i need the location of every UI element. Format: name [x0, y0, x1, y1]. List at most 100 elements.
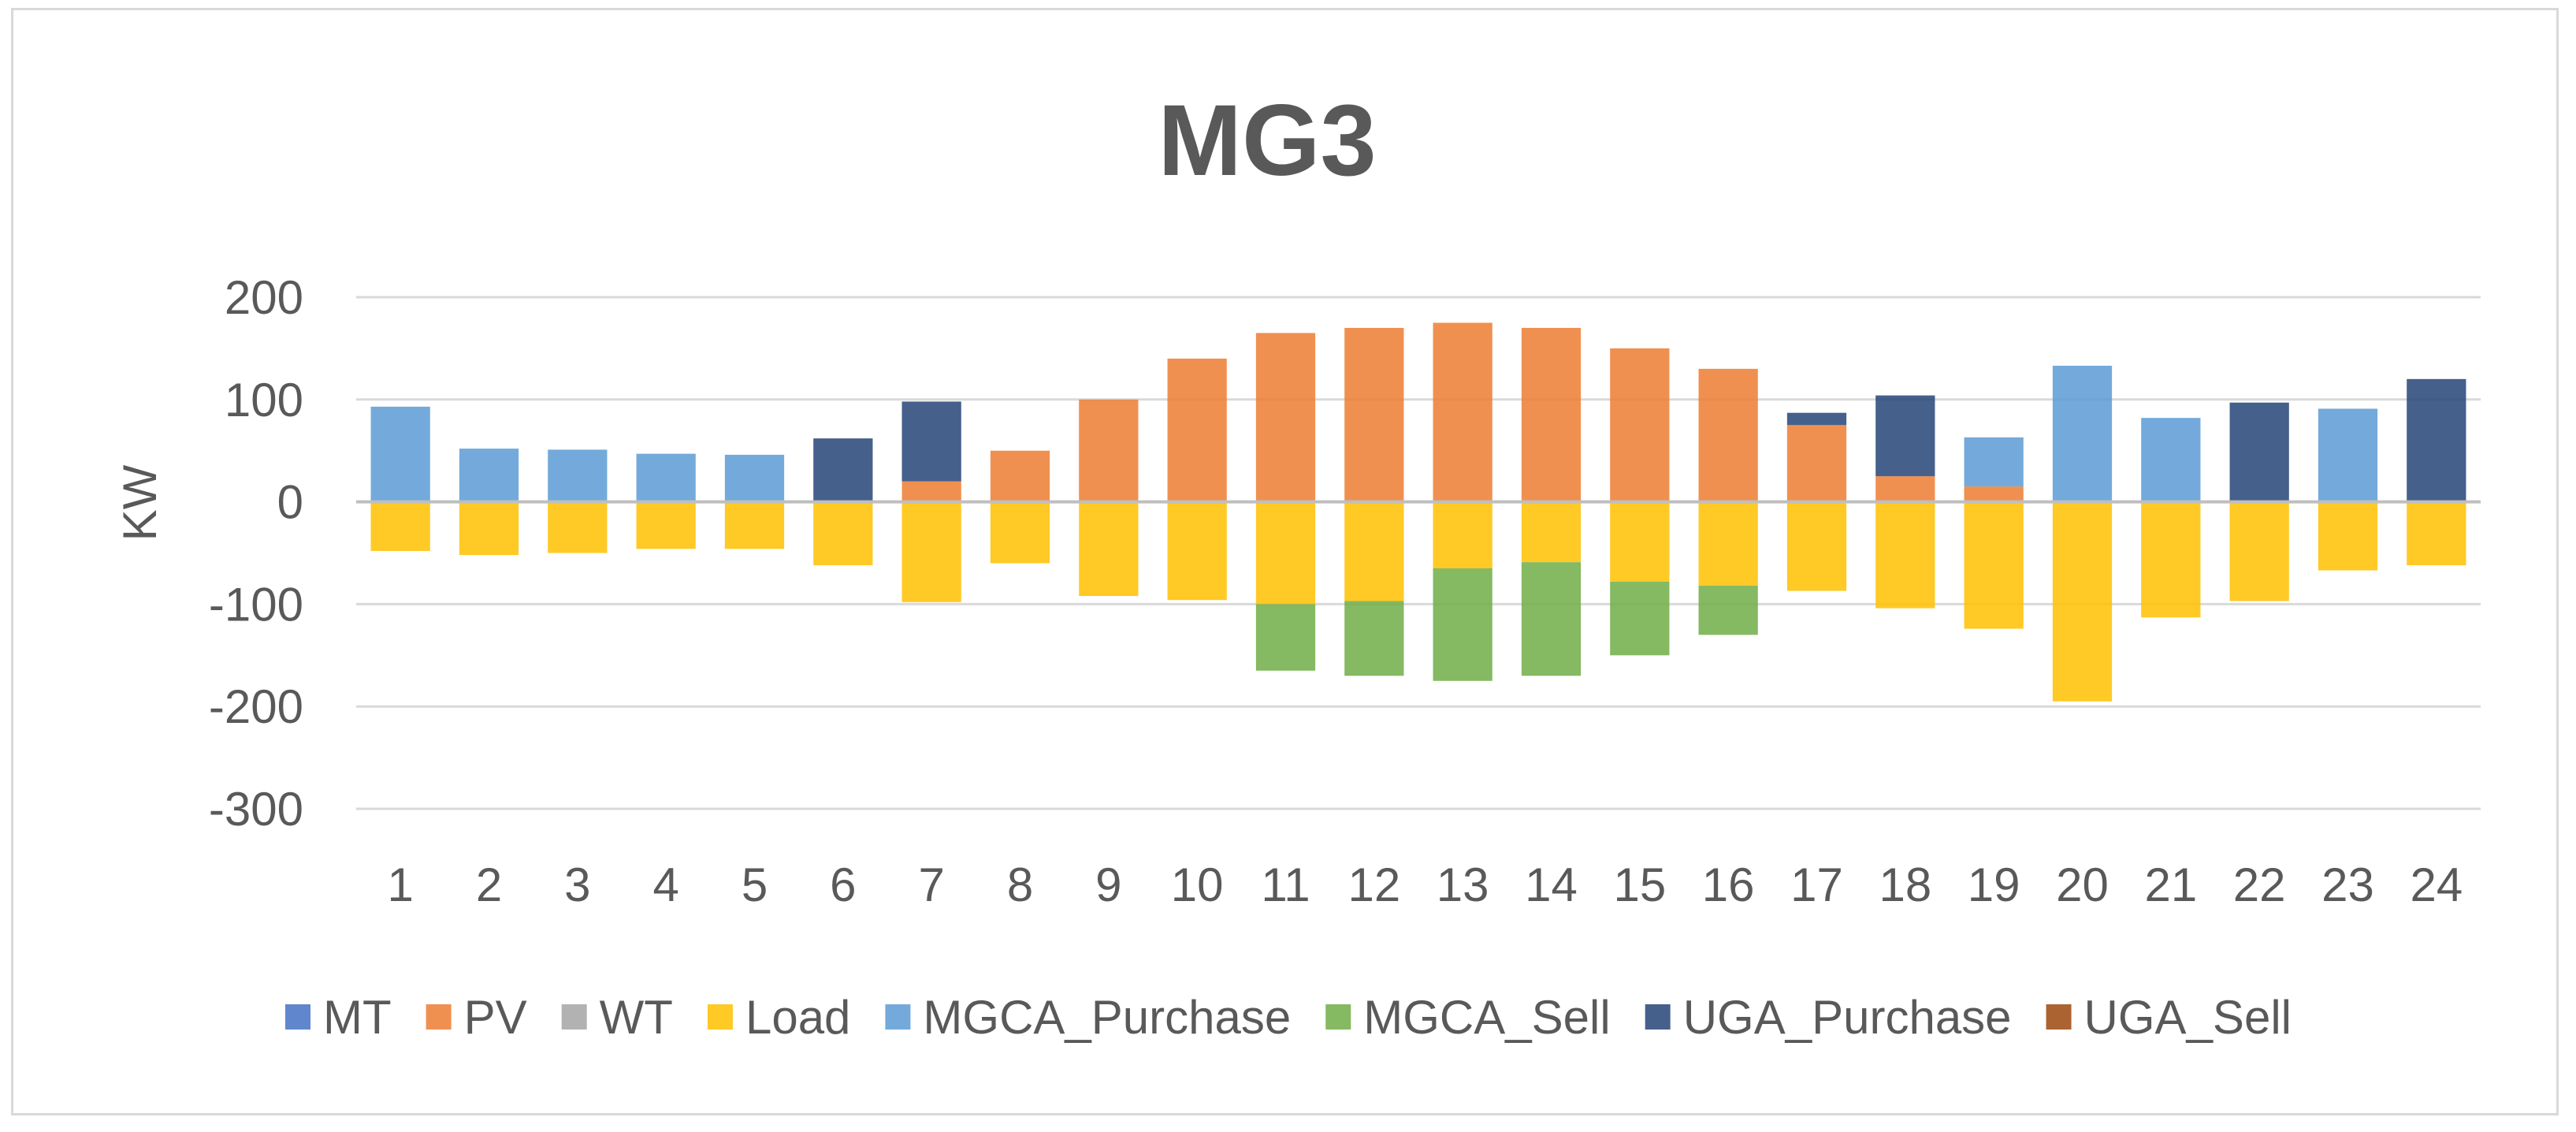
x-tick-label: 13 — [1437, 858, 1489, 911]
y-tick-label: -300 — [209, 783, 303, 836]
legend-swatch — [1645, 1004, 1671, 1030]
bar-mgca-purchase-3 — [548, 449, 608, 502]
legend-swatch — [2046, 1004, 2072, 1030]
y-tick-label: -100 — [209, 578, 303, 631]
legend-label: PV — [464, 991, 527, 1044]
chart-title: MG3 — [1158, 84, 1376, 197]
bar-load-1 — [370, 501, 430, 551]
legend-label: UGA_Purchase — [1683, 991, 2012, 1044]
bar-mgca-sell-11 — [1255, 604, 1316, 671]
legend-label: MGCA_Purchase — [923, 991, 1291, 1044]
bar-mgca-purchase-2 — [459, 449, 519, 502]
x-tick-label: 19 — [1968, 858, 2020, 911]
x-tick-label: 16 — [1702, 858, 1755, 911]
bar-pv-15 — [1610, 348, 1670, 502]
x-tick-label: 14 — [1525, 858, 1578, 911]
bar-uga-purchase-22 — [2229, 402, 2289, 502]
x-tick-label: 12 — [1347, 858, 1400, 911]
x-tick-label: 5 — [742, 858, 768, 911]
legend-item-uga-purchase: UGA_Purchase — [1645, 991, 2012, 1044]
bar-mgca-sell-15 — [1610, 581, 1670, 656]
x-tick-label: 8 — [1007, 858, 1033, 911]
bar-pv-12 — [1344, 327, 1404, 502]
legend-item-load: Load — [707, 991, 850, 1044]
bar-mgca-purchase-1 — [370, 406, 430, 502]
y-tick-label: -200 — [209, 680, 303, 733]
bar-pv-8 — [990, 450, 1050, 502]
y-tick-label: 0 — [277, 476, 303, 529]
bar-load-21 — [2141, 501, 2201, 618]
y-tick-labels: 200 100 0 -100 -200 -300 — [209, 271, 303, 836]
x-tick-label: 23 — [2321, 858, 2374, 911]
bar-pv-19 — [1964, 486, 2024, 502]
x-tick-label: 10 — [1171, 858, 1224, 911]
bar-mgca-purchase-4 — [636, 453, 696, 502]
bar-uga-purchase-7 — [901, 401, 961, 482]
bar-load-23 — [2318, 501, 2378, 571]
bar-pv-13 — [1433, 322, 1492, 502]
bar-mgca-sell-13 — [1433, 568, 1492, 681]
legend-swatch — [285, 1004, 311, 1030]
gridlines — [356, 296, 2481, 810]
bar-load-20 — [2052, 501, 2113, 702]
x-tick-label: 15 — [1613, 858, 1666, 911]
bar-load-18 — [1875, 501, 1935, 609]
bar-mgca-sell-16 — [1698, 586, 1758, 635]
x-tick-label: 3 — [564, 858, 590, 911]
bar-uga-purchase-6 — [813, 438, 873, 502]
bar-load-13 — [1433, 501, 1492, 568]
bar-pv-10 — [1167, 358, 1227, 502]
bar-pv-17 — [1786, 425, 1847, 502]
bar-mgca-purchase-20 — [2052, 365, 2113, 502]
legend-label: WT — [600, 991, 673, 1044]
x-tick-label: 4 — [652, 858, 678, 911]
legend-label: MGCA_Sell — [1363, 991, 1610, 1044]
bar-pv-14 — [1521, 327, 1582, 502]
x-tick-label: 20 — [2056, 858, 2109, 911]
x-tick-label: 18 — [1879, 858, 1931, 911]
bar-load-2 — [459, 501, 519, 556]
legend: MT PV WT Load MGCA_Purchase MGCA_Sell UGA_Purc… — [285, 991, 2292, 1044]
bar-mgca-sell-12 — [1344, 601, 1404, 676]
bar-pv-9 — [1079, 399, 1139, 502]
bar-load-14 — [1521, 501, 1582, 563]
bar-uga-purchase-17 — [1786, 412, 1847, 426]
legend-item-mgca-sell: MGCA_Sell — [1325, 991, 1611, 1044]
bar-mgca-purchase-23 — [2318, 408, 2378, 502]
y-tick-label: 100 — [225, 374, 303, 426]
bar-load-8 — [990, 501, 1050, 564]
x-tick-label: 7 — [918, 858, 944, 911]
x-tick-labels: 1 2 3 4 5 6 7 8 9 10 11 12 13 14 15 16 17 18 19 20 21 22 23 24 — [387, 858, 2463, 911]
bar-load-17 — [1786, 501, 1847, 591]
legend-item-pv: PV — [426, 991, 527, 1044]
bar-load-22 — [2229, 501, 2289, 601]
bar-uga-purchase-18 — [1875, 395, 1935, 477]
legend-label: UGA_Sell — [2084, 991, 2292, 1044]
bar-load-7 — [901, 501, 961, 602]
legend-item-mt: MT — [285, 991, 392, 1044]
bar-load-3 — [548, 501, 608, 553]
y-axis-label: KW — [113, 464, 166, 541]
bar-load-24 — [2407, 501, 2466, 566]
legend-item-wt: WT — [561, 991, 673, 1044]
legend-swatch — [885, 1004, 911, 1030]
x-tick-label: 22 — [2233, 858, 2286, 911]
bar-load-9 — [1079, 501, 1139, 597]
bar-load-10 — [1167, 501, 1227, 601]
x-tick-label: 2 — [476, 858, 502, 911]
bars — [370, 322, 2466, 702]
bar-load-5 — [724, 501, 785, 549]
x-tick-label: 6 — [830, 858, 856, 911]
x-tick-label: 17 — [1790, 858, 1843, 911]
x-tick-label: 21 — [2144, 858, 2197, 911]
bar-load-16 — [1698, 501, 1758, 586]
x-tick-label: 11 — [1261, 858, 1310, 911]
bar-uga-purchase-24 — [2407, 378, 2466, 502]
bar-pv-7 — [901, 481, 961, 502]
bar-mgca-purchase-19 — [1964, 437, 2024, 487]
x-tick-label: 9 — [1095, 858, 1121, 911]
x-tick-label: 24 — [2410, 858, 2463, 911]
legend-swatch — [1325, 1004, 1351, 1030]
bar-pv-16 — [1698, 368, 1758, 502]
bar-mgca-purchase-21 — [2141, 418, 2201, 502]
